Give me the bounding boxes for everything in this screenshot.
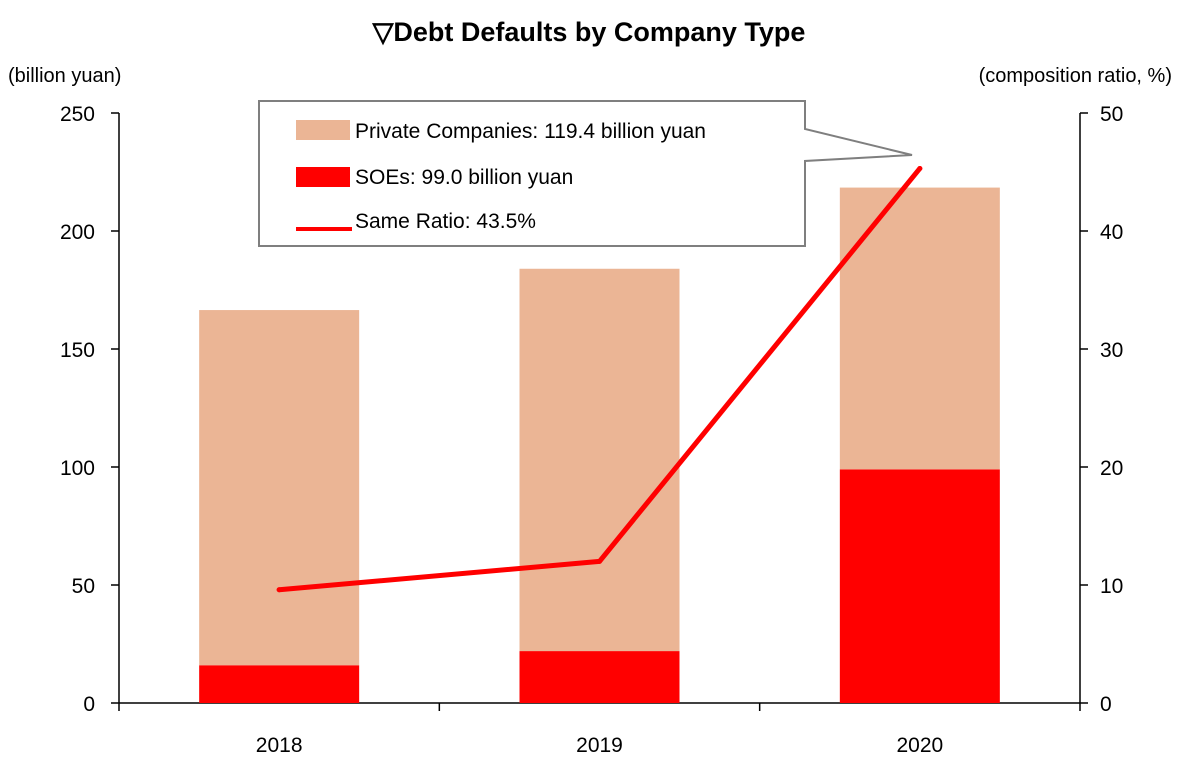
- y-left-tick-label: 200: [60, 221, 95, 244]
- legend-callout-box: [258, 100, 913, 247]
- legend-swatch-soes: [296, 167, 350, 187]
- x-tick-label: 2018: [256, 734, 303, 757]
- legend-label-soes: SOEs: 99.0 billion yuan: [355, 166, 573, 189]
- legend-label-private: Private Companies: 119.4 billion yuan: [355, 120, 706, 143]
- y-right-tick-label: 30: [1100, 339, 1123, 362]
- chart-title: ▽Debt Defaults by Company Type: [372, 17, 806, 47]
- bar-private-2019: [519, 268, 680, 652]
- left-axis-unit: (billion yuan): [8, 65, 121, 87]
- bar-soes-2019: [519, 651, 680, 703]
- y-left-tick-label: 50: [72, 575, 95, 598]
- ratio-point-2018: [276, 587, 282, 593]
- bar-private-2020: [839, 187, 1000, 470]
- legend-swatch-private: [296, 120, 350, 140]
- y-right-tick-label: 20: [1100, 457, 1123, 480]
- right-axis-unit: (composition ratio, %): [979, 65, 1172, 87]
- y-right-tick-label: 10: [1100, 575, 1123, 598]
- legend: Private Companies: 119.4 billion yuan SO…: [258, 100, 913, 247]
- axis-ticks: 0 50 100 150 200 250 0 10 20 30 40 50 2018 2019 2020: [60, 103, 1123, 757]
- y-left-tick-label: 150: [60, 339, 95, 362]
- y-right-tick-label: 40: [1100, 221, 1123, 244]
- y-right-tick-label: 50: [1100, 103, 1123, 126]
- line-layer: [276, 165, 923, 593]
- x-tick-label: 2020: [896, 734, 943, 757]
- legend-label-ratio: Same Ratio: 43.5%: [355, 210, 536, 233]
- bars-layer: [199, 187, 1000, 703]
- bar-private-2018: [199, 310, 360, 666]
- bar-soes-2018: [199, 665, 360, 703]
- ratio-point-2019: [597, 558, 602, 564]
- y-left-tick-label: 250: [60, 103, 95, 126]
- ratio-point-2020: [917, 165, 923, 171]
- x-tick-label: 2019: [576, 734, 623, 757]
- y-left-tick-label: 100: [60, 457, 95, 480]
- y-right-tick-label: 0: [1100, 693, 1112, 716]
- bar-soes-2020: [839, 469, 1000, 703]
- y-left-tick-label: 0: [83, 693, 95, 716]
